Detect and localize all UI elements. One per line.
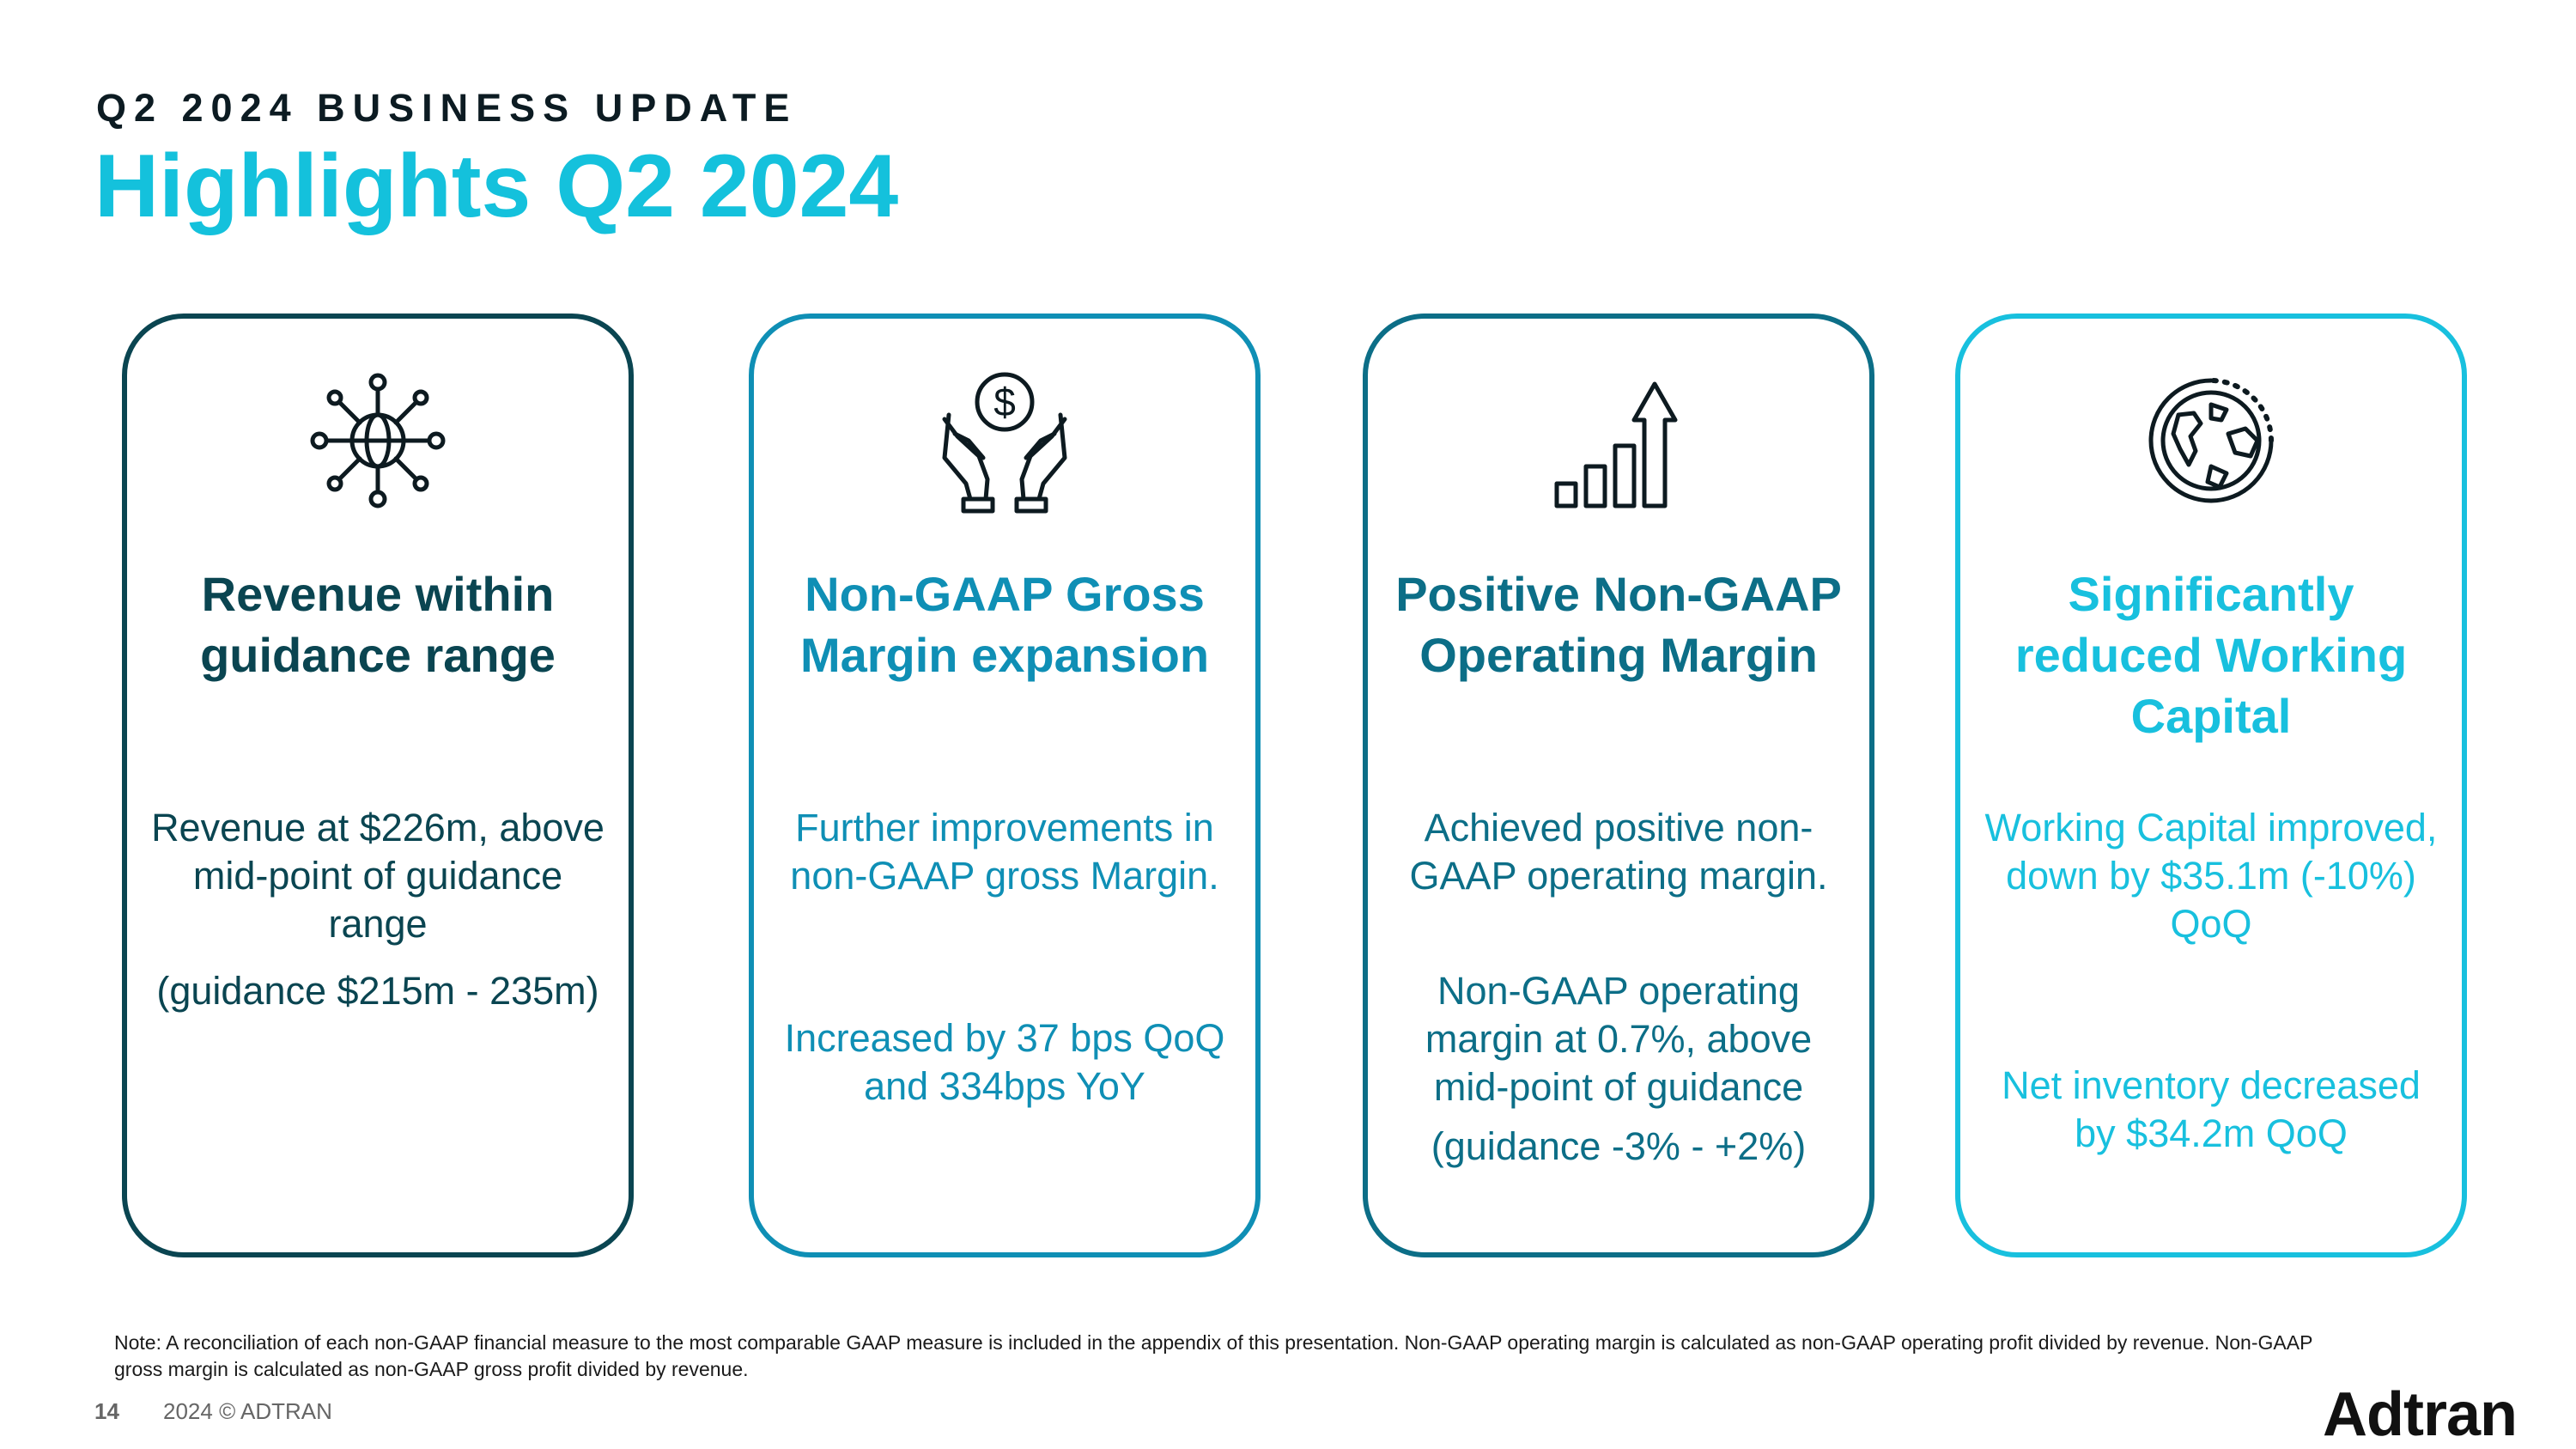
card-text: Further improvements in non-GAAP gross M…: [790, 806, 1219, 898]
highlight-card-working-capital: Significantly reduced Working Capital Wo…: [1955, 314, 2467, 1257]
globe-network-icon: [292, 355, 464, 527]
section-eyebrow: Q2 2024 BUSINESS UPDATE: [96, 86, 798, 130]
card-text: Revenue at $226m, above mid-point of gui…: [151, 806, 605, 946]
card-text: Working Capital improved, down by $35.1m…: [1984, 806, 2438, 946]
card-text: Achieved positive non-GAAP operating mar…: [1409, 806, 1828, 898]
card-subtext: Non-GAAP operating margin at 0.7%, above…: [1425, 969, 1813, 1109]
highlight-card-operating-margin: Positive Non-GAAP Operating Margin Achie…: [1363, 314, 1874, 1257]
highlight-card-revenue: Revenue within guidance range Revenue at…: [122, 314, 634, 1257]
highlight-card-gross-margin: $ Non-GAAP Gross Margin expansion Furthe…: [749, 314, 1261, 1257]
card-guidance: (guidance -3% - +2%): [1431, 1124, 1807, 1168]
card-heading: Revenue within guidance range: [200, 567, 556, 682]
adtran-logo: Adtran: [2323, 1380, 2518, 1449]
page-title: Highlights Q2 2024: [94, 137, 899, 236]
copyright: 2024 © ADTRAN: [163, 1398, 332, 1424]
card-heading: Non-GAAP Gross Margin expansion: [799, 567, 1210, 682]
card-heading: Significantly reduced Working Capital: [2014, 567, 2408, 743]
card-subtext: Net inventory decreased by $34.2m QoQ: [2002, 1063, 2421, 1155]
card-subtext: (guidance $215m - 235m): [156, 969, 599, 1013]
globe-orbit-icon: [2125, 355, 2297, 527]
hands-dollar-icon: $: [919, 355, 1091, 527]
svg-text:$: $: [993, 380, 1016, 424]
card-heading: Positive Non-GAAP Operating Margin: [1395, 567, 1842, 682]
page-number: 14: [94, 1398, 119, 1424]
footnote: Note: A reconciliation of each non-GAAP …: [114, 1331, 2312, 1380]
bar-chart-arrow-icon: [1533, 355, 1704, 527]
card-subtext: Increased by 37 bps QoQ and 334bps YoY: [784, 1016, 1225, 1108]
